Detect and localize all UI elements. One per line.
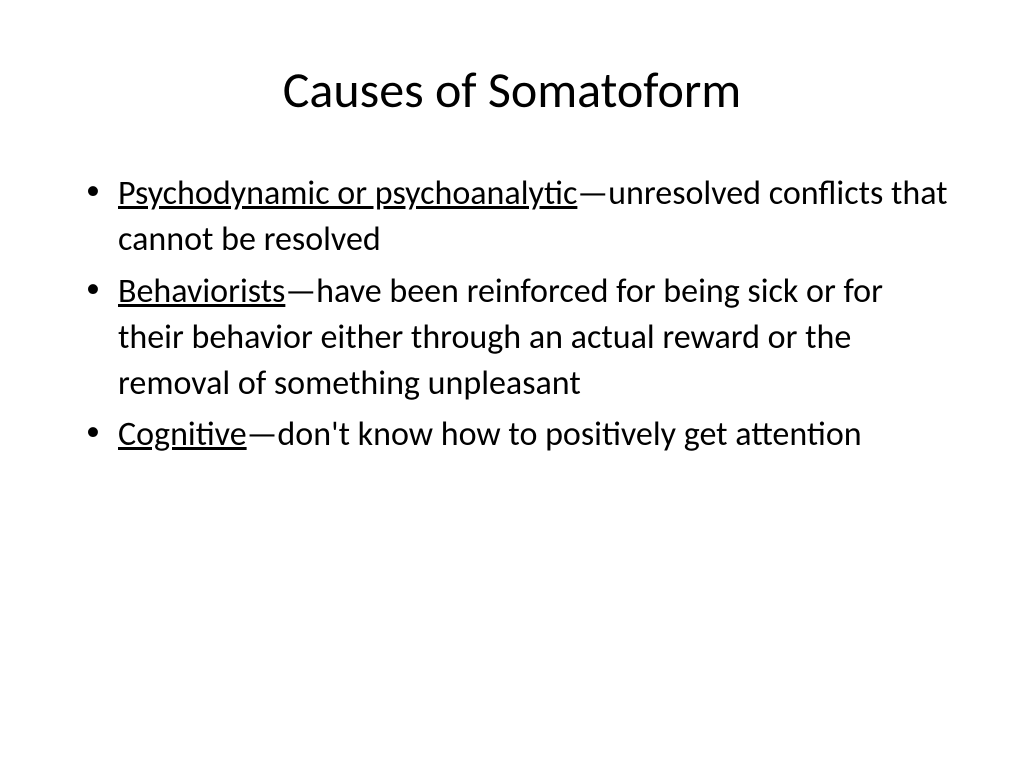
bullet-separator: — (285, 271, 316, 312)
list-item: Behaviorists—have been reinforced for be… (118, 269, 954, 407)
bullet-separator: — (577, 173, 608, 214)
bullet-term: Psychodynamic or psychoanalytic (118, 173, 577, 214)
list-item: Cognitive—don't know how to positively g… (118, 412, 954, 458)
bullet-separator: — (247, 414, 278, 455)
bullet-list: Psychodynamic or psychoanalytic—unresolv… (70, 171, 954, 458)
bullet-term: Cognitive (118, 414, 247, 455)
slide-title: Causes of Somatoform (70, 60, 954, 121)
bullet-term: Behaviorists (118, 271, 285, 312)
bullet-description: don't know how to positively get attenti… (277, 414, 861, 455)
slide-container: Causes of Somatoform Psychodynamic or ps… (0, 0, 1024, 768)
list-item: Psychodynamic or psychoanalytic—unresolv… (118, 171, 954, 263)
